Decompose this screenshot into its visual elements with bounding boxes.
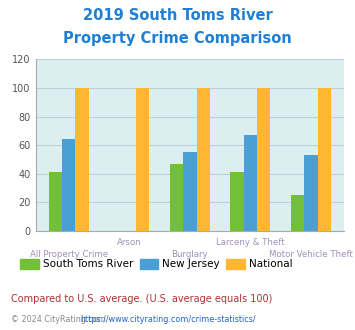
Bar [76, 88, 89, 231]
Bar [197, 88, 210, 231]
Bar [183, 152, 197, 231]
Bar [49, 172, 62, 231]
Text: Property Crime Comparison: Property Crime Comparison [63, 31, 292, 46]
Bar [257, 88, 271, 231]
Bar [304, 155, 318, 231]
Legend: South Toms River, New Jersey, National: South Toms River, New Jersey, National [16, 255, 297, 274]
Bar [62, 140, 76, 231]
Text: © 2024 CityRating.com -: © 2024 CityRating.com - [11, 315, 113, 324]
Text: Motor Vehicle Theft: Motor Vehicle Theft [269, 250, 353, 259]
Text: https://www.cityrating.com/crime-statistics/: https://www.cityrating.com/crime-statist… [80, 315, 256, 324]
Bar [244, 135, 257, 231]
Text: Compared to U.S. average. (U.S. average equals 100): Compared to U.S. average. (U.S. average … [11, 294, 272, 304]
Bar [136, 88, 149, 231]
Text: Burglary: Burglary [171, 250, 208, 259]
Text: 2019 South Toms River: 2019 South Toms River [83, 8, 272, 23]
Text: All Property Crime: All Property Crime [30, 250, 108, 259]
Bar [170, 164, 183, 231]
Bar [230, 172, 244, 231]
Text: Arson: Arson [117, 238, 142, 247]
Text: Larceny & Theft: Larceny & Theft [216, 238, 285, 247]
Bar [318, 88, 331, 231]
Bar [291, 195, 304, 231]
